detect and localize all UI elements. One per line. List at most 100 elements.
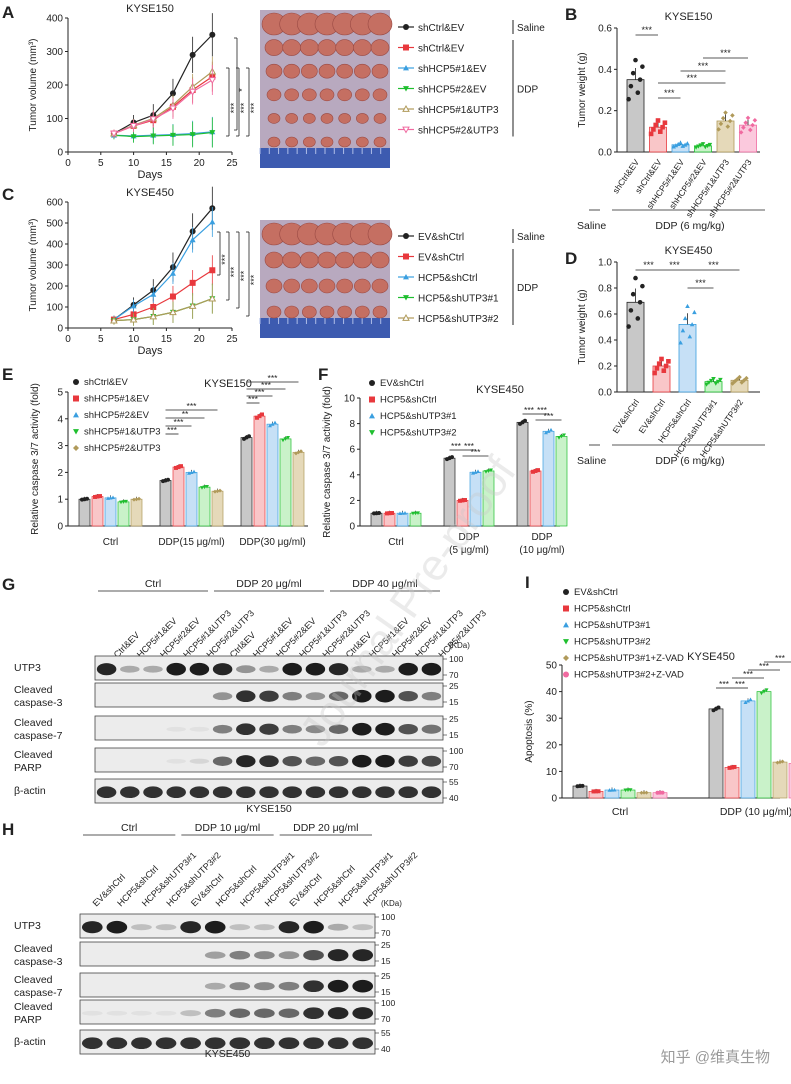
data-point — [416, 511, 420, 516]
data-point — [124, 499, 128, 504]
blot-band — [106, 920, 128, 934]
blot-band — [305, 786, 326, 799]
sig-marker: *** — [249, 102, 259, 113]
data-point — [741, 125, 746, 130]
y-axis-label: Apoptosis (%) — [524, 700, 535, 762]
kda-label: (KDa) — [449, 641, 470, 650]
tumor-sample — [354, 63, 371, 79]
y-tick-label: 0 — [349, 522, 355, 533]
data-point — [678, 340, 683, 345]
blot-strip — [79, 972, 376, 998]
blot-band — [352, 786, 372, 799]
legend-label: shHCP5#1&UTP3 — [418, 105, 499, 116]
data-point — [189, 132, 196, 138]
data-point — [637, 77, 643, 82]
tumor-sample — [283, 278, 300, 294]
blot-band — [328, 663, 349, 676]
tumor-sample — [367, 222, 393, 246]
blot-band — [155, 1037, 177, 1050]
data-point — [110, 130, 118, 138]
y-tick-label: 1.0 — [598, 258, 612, 269]
tumor-sample — [353, 251, 372, 269]
saline-label: Saline — [577, 220, 606, 232]
y-tick-label: 0 — [57, 522, 63, 533]
blot-band — [303, 980, 324, 993]
bar — [396, 512, 409, 527]
legend-marker — [73, 412, 79, 418]
y-tick-label: 100 — [46, 303, 63, 314]
blot-band — [212, 756, 233, 766]
data-point — [149, 312, 158, 320]
data-point — [662, 120, 668, 126]
blot-band — [236, 755, 256, 768]
row-label-2: caspase-3 — [14, 956, 63, 968]
data-point — [711, 376, 716, 382]
blot-band — [421, 786, 442, 799]
data-point — [387, 511, 392, 516]
row-label: Cleaved — [14, 684, 53, 696]
data-point — [656, 361, 662, 366]
tumor-sample — [371, 278, 389, 294]
legend-marker — [563, 671, 569, 678]
data-point — [189, 236, 196, 243]
sig-marker: *** — [698, 61, 709, 71]
bar — [678, 323, 697, 393]
sig-marker: *** — [686, 73, 697, 83]
legend-marker — [402, 104, 410, 112]
bar — [739, 124, 757, 153]
tumor-sample — [300, 39, 319, 56]
blot-band — [143, 786, 163, 799]
sig-marker: *** — [743, 669, 754, 679]
data-point — [633, 57, 638, 63]
data-point — [745, 115, 751, 121]
data-point — [678, 140, 683, 145]
y-axis-label: Tumor weight (g) — [577, 289, 588, 364]
data-point — [700, 142, 706, 147]
row-label-2: caspase-7 — [14, 987, 63, 999]
blot-band — [278, 1008, 300, 1018]
blot-band — [375, 722, 395, 736]
bar — [78, 498, 91, 527]
legend-marker — [403, 295, 409, 301]
tumor-sample — [303, 136, 316, 148]
data-point — [132, 497, 136, 502]
legend-label: HCP5&shUTP3#1+Z-VAD — [574, 653, 684, 664]
panel-letter-H: H — [2, 820, 14, 839]
x-tick-label: 15 — [161, 334, 173, 345]
blot-band — [131, 1010, 152, 1016]
data-point — [257, 414, 262, 419]
data-point — [628, 788, 633, 792]
bar — [172, 466, 185, 527]
blot-band — [229, 924, 251, 931]
data-point — [689, 322, 695, 327]
sig-marker: *** — [695, 278, 706, 288]
blot-band — [254, 1037, 275, 1050]
row-label: Cleaved — [14, 1001, 53, 1013]
legend-marker — [563, 605, 569, 612]
series-line — [113, 34, 213, 135]
group-label-ddp: DDP — [517, 84, 538, 95]
treatment-label: DDP 10 μg/ml — [195, 822, 260, 834]
blot-band — [327, 1037, 349, 1050]
panel-letter-A: A — [2, 3, 14, 22]
group-label: DDP (10 μg/ml) — [720, 806, 791, 818]
blot-band — [282, 724, 302, 734]
marker-label: 70 — [381, 928, 391, 938]
y-tick-label: 0.6 — [598, 310, 612, 321]
data-point — [189, 51, 196, 58]
tumor-sample — [367, 12, 393, 36]
data-point — [98, 494, 102, 499]
data-point — [169, 308, 177, 316]
sig-marker: *** — [167, 425, 178, 435]
data-point — [648, 131, 654, 137]
data-point — [746, 698, 750, 703]
series-line — [113, 269, 213, 321]
data-point — [169, 90, 176, 97]
data-point — [484, 470, 488, 474]
sig-marker: *** — [669, 260, 680, 270]
data-point — [411, 511, 415, 516]
bar — [716, 120, 735, 153]
data-point — [463, 498, 467, 503]
data-point — [580, 783, 585, 788]
data-point — [696, 144, 701, 149]
